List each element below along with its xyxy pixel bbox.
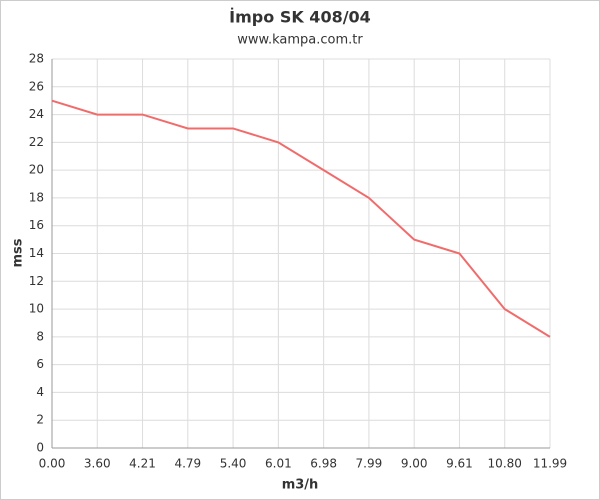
x-tick-label: 7.99 [356,457,383,471]
y-tick-label: 18 [29,190,44,204]
x-tick-label: 5.40 [220,457,247,471]
y-tick-label: 16 [29,218,44,232]
y-tick-label: 26 [29,79,44,93]
y-tick-label: 4 [36,385,44,399]
x-tick-label: 6.01 [265,457,292,471]
y-axis-label: mss [11,238,26,267]
x-tick-label: 9.00 [401,457,428,471]
y-tick-label: 0 [36,441,44,455]
y-tick-label: 8 [36,329,44,343]
y-tick-label: 22 [29,135,44,149]
y-tick-label: 6 [36,357,44,371]
x-tick-label: 11.99 [533,457,567,471]
y-tick-label: 20 [29,163,44,177]
line-series [51,99,551,338]
y-tick-label: 10 [29,302,44,316]
x-tick-label: 0.00 [39,457,66,471]
x-tick-label: 9.61 [446,457,473,471]
x-tick-label: 3.60 [84,457,111,471]
chart-title: İmpo SK 408/04 [229,8,371,27]
y-tick-label: 12 [29,274,44,288]
x-axis-label: m3/h [282,478,319,493]
chart-subtitle: www.kampa.com.tr [237,33,363,48]
y-tick-label: 28 [29,52,44,66]
y-tick-label: 24 [29,107,44,121]
x-tick-label: 6.98 [310,457,337,471]
x-tick-label: 4.79 [174,457,201,471]
y-tick-label: 2 [36,413,44,427]
x-tick-label: 4.21 [129,457,156,471]
x-tick-label: 10.80 [488,457,522,471]
y-tick-label: 14 [29,246,44,260]
